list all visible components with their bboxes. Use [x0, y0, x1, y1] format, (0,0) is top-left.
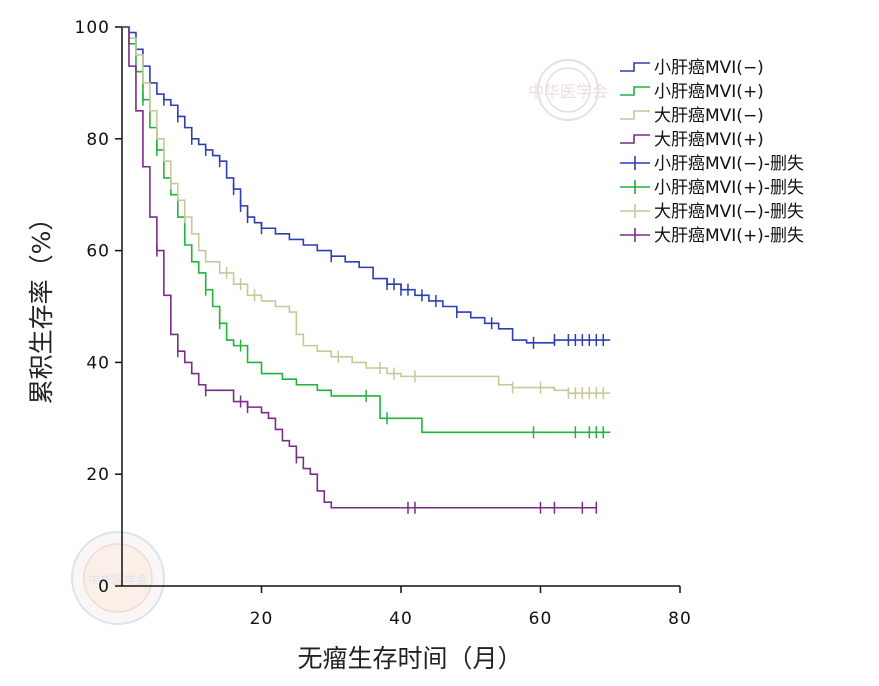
watermark-bottom-text: 中华医学会	[88, 572, 148, 587]
legend-swatch-line	[620, 134, 650, 144]
legend-item: 小肝癌MVI(−)	[620, 58, 764, 78]
x-axis-title: 无瘤生存时间（月）	[297, 644, 522, 673]
y-tick-label: 40	[86, 353, 110, 373]
y-axis-title: 累积生存率（%）	[27, 206, 56, 405]
legend-item: 大肝癌MVI(+)	[620, 130, 764, 150]
legend-item: 小肝癌MVI(+)-删失	[620, 178, 804, 198]
legend-item: 小肝癌MVI(−)-删失	[620, 154, 804, 174]
series-line	[122, 26, 611, 434]
series-2	[122, 26, 611, 439]
x-tick-label: 80	[668, 609, 692, 629]
y-tick-label: 60	[86, 242, 110, 262]
series-1	[122, 26, 611, 349]
legend-label: 小肝癌MVI(+)	[654, 82, 764, 102]
legend-item: 大肝癌MVI(−)-删失	[620, 202, 804, 222]
x-ticks: 20 40 60 80	[250, 586, 692, 629]
legend-label: 大肝癌MVI(−)	[654, 106, 764, 126]
legend-swatch-line	[620, 110, 650, 120]
legend-item: 大肝癌MVI(+)-删失	[620, 226, 804, 246]
series-3	[122, 26, 611, 400]
legend-label: 大肝癌MVI(−)-删失	[654, 202, 804, 222]
series-layer	[122, 26, 611, 514]
legend-item: 大肝癌MVI(−)	[620, 106, 764, 126]
series-4	[122, 26, 598, 514]
y-tick-label: 80	[86, 130, 110, 150]
y-tick-label: 0	[98, 577, 110, 597]
y-tick-label: 20	[86, 465, 110, 485]
legend-label: 小肝癌MVI(+)-删失	[654, 178, 804, 198]
legend-item: 小肝癌MVI(+)	[620, 82, 764, 102]
legend-label: 大肝癌MVI(+)-删失	[654, 226, 804, 246]
legend-swatch-line	[620, 86, 650, 96]
watermark-top-text: 中华医学会	[528, 82, 608, 101]
legend-label: 大肝癌MVI(+)	[654, 130, 764, 150]
legend-label: 小肝癌MVI(−)	[654, 58, 764, 78]
x-tick-label: 60	[529, 609, 553, 629]
series-line	[122, 26, 611, 344]
y-ticks: 0 20 40 60 80 100	[75, 18, 122, 597]
x-tick-label: 40	[389, 609, 413, 629]
series-line	[122, 26, 611, 394]
x-tick-label: 20	[250, 609, 274, 629]
legend-label: 小肝癌MVI(−)-删失	[654, 154, 804, 174]
legend: 小肝癌MVI(−) 小肝癌MVI(+) 大肝癌MVI(−) 大肝癌MVI(+) 小肝癌M…	[620, 58, 804, 246]
watermark-seal-top: 中华医学会	[528, 59, 608, 121]
watermark-seal-bottom: 中华医学会	[71, 531, 165, 625]
legend-swatch-line	[620, 62, 650, 72]
y-tick-label: 100	[75, 18, 110, 38]
